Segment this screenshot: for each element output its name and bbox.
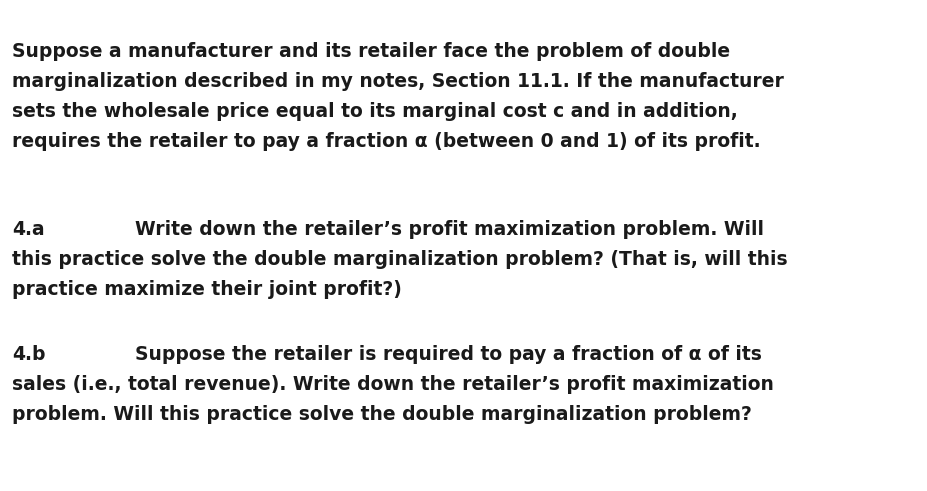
Text: sets the wholesale price equal to its marginal cost c and in addition,: sets the wholesale price equal to its ma… (12, 102, 737, 121)
Text: requires the retailer to pay a fraction α (between 0 and 1) of its profit.: requires the retailer to pay a fraction … (12, 132, 760, 151)
Text: practice maximize their joint profit?): practice maximize their joint profit?) (12, 280, 401, 299)
Text: this practice solve the double marginalization problem? (That is, will this: this practice solve the double marginali… (12, 250, 787, 269)
Text: 4.a: 4.a (12, 220, 44, 239)
Text: 4.b: 4.b (12, 345, 45, 364)
Text: Suppose the retailer is required to pay a fraction of α of its: Suppose the retailer is required to pay … (134, 345, 761, 364)
Text: problem. Will this practice solve the double marginalization problem?: problem. Will this practice solve the do… (12, 405, 751, 424)
Text: sales (i.e., total revenue). Write down the retailer’s profit maximization: sales (i.e., total revenue). Write down … (12, 375, 773, 394)
Text: Suppose a manufacturer and its retailer face the problem of double: Suppose a manufacturer and its retailer … (12, 42, 730, 61)
Text: Write down the retailer’s profit maximization problem. Will: Write down the retailer’s profit maximiz… (134, 220, 763, 239)
Text: marginalization described in my notes, Section 11.1. If the manufacturer: marginalization described in my notes, S… (12, 72, 783, 91)
